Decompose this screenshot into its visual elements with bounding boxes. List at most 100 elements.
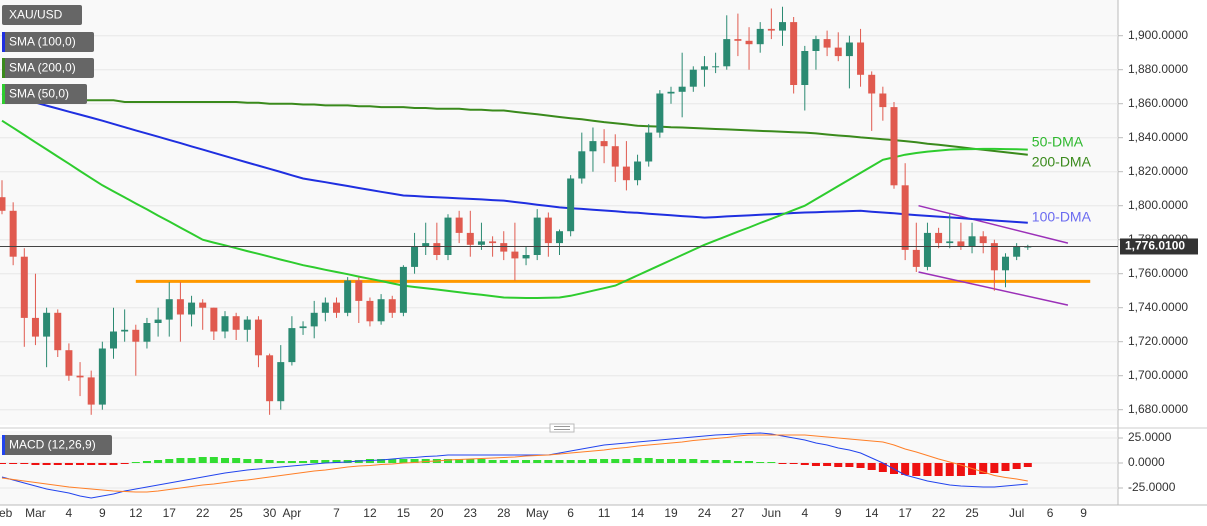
candle-body	[578, 151, 586, 179]
x-tick-label: 4	[801, 506, 808, 520]
x-tick-label: 28	[497, 506, 511, 520]
y-tick-label: 1,900.0000	[1128, 28, 1188, 42]
candle-body	[9, 210, 17, 257]
x-tick-label: 22	[196, 506, 210, 520]
legend-tag[interactable]	[2, 84, 87, 104]
y-tick-label: 25.0000	[1128, 430, 1172, 444]
macd-histogram-bar	[477, 459, 486, 463]
x-tick-label: 22	[932, 506, 946, 520]
candle-body	[890, 107, 898, 186]
candle-body	[321, 302, 329, 313]
macd-histogram-bar	[399, 459, 408, 463]
candle-body	[678, 86, 686, 92]
x-tick-label: Feb	[0, 506, 13, 520]
macd-histogram-bar	[20, 463, 29, 464]
signal-line	[1, 434, 1028, 493]
macd-histogram-bar	[711, 460, 720, 463]
macd-histogram-bar	[510, 460, 519, 463]
x-tick-label: Jun	[762, 506, 781, 520]
macd-histogram-bar	[444, 459, 452, 463]
candle-body	[221, 316, 229, 332]
candle-body	[1013, 246, 1021, 257]
candle-body	[522, 255, 530, 259]
candle-body	[556, 231, 563, 244]
macd-histogram-bar	[388, 459, 397, 463]
macd-histogram-bar	[343, 460, 352, 463]
macd-histogram-bar	[745, 461, 754, 463]
macd-histogram-bar	[187, 458, 196, 463]
candle-body	[868, 74, 876, 94]
macd-histogram-bar	[644, 458, 653, 463]
legend-tag[interactable]	[2, 435, 112, 455]
y-tick-label: 1,820.0000	[1128, 164, 1188, 178]
candle-body	[979, 236, 987, 244]
macd-histogram-bar	[722, 460, 731, 463]
x-tick-label: 23	[464, 506, 478, 520]
candle-body	[689, 69, 697, 87]
macd-histogram-bar	[945, 463, 954, 476]
candle-body	[767, 28, 775, 31]
candle-body	[511, 251, 519, 259]
macd-histogram-bar	[165, 459, 174, 463]
candle-body	[43, 312, 51, 337]
last-price-label: 1,776.0100	[1125, 239, 1185, 253]
trend-line	[918, 204, 1069, 244]
candle-body	[132, 329, 140, 342]
macd-histogram-bar	[845, 463, 854, 467]
macd-histogram-bar	[287, 461, 296, 463]
macd-histogram-bar	[867, 463, 876, 470]
macd-histogram-bar	[577, 460, 586, 463]
macd-histogram-bar	[31, 463, 40, 465]
macd-histogram-bar	[611, 459, 620, 463]
x-tick-label: 9	[1080, 506, 1087, 520]
candle-body	[477, 241, 485, 245]
macd-histogram-bar	[756, 462, 765, 463]
candle-body	[879, 93, 887, 108]
candle-body	[533, 217, 541, 255]
candle-body	[712, 66, 720, 68]
legend-tag[interactable]	[2, 32, 94, 52]
legend-tag[interactable]	[2, 5, 82, 25]
candle-body	[310, 312, 318, 327]
macd-histogram-bar	[522, 460, 531, 463]
macd-histogram-bar	[410, 459, 419, 463]
candle-body	[344, 280, 352, 313]
candle-body	[935, 232, 943, 244]
candle-body	[645, 132, 653, 162]
candle-body	[154, 319, 162, 323]
candle-body	[1024, 246, 1032, 248]
candle-body	[399, 266, 407, 313]
last-price-box	[1120, 238, 1198, 255]
candle-body	[845, 42, 853, 57]
macd-histogram-bar	[466, 459, 475, 463]
macd-histogram-bar	[622, 459, 631, 463]
macd-histogram-bar	[310, 460, 319, 463]
candle-body	[990, 243, 998, 271]
candle-body	[277, 362, 285, 402]
candle-body	[188, 302, 196, 315]
macd-histogram-bar	[0, 463, 6, 464]
candle-body	[567, 178, 575, 232]
macd-histogram-bar	[878, 463, 887, 472]
candle-body	[199, 302, 207, 308]
candle-body	[65, 350, 73, 376]
candle-body	[656, 93, 664, 133]
candle-body	[31, 317, 39, 337]
macd-histogram-bar	[232, 458, 241, 463]
legend-label: XAU/USD	[9, 8, 63, 22]
macd-histogram-bar	[633, 458, 642, 463]
legend-tag[interactable]	[2, 58, 94, 78]
candle-body	[489, 241, 497, 244]
macd-histogram-bar	[834, 463, 843, 467]
resize-handle[interactable]	[549, 423, 575, 433]
x-tick-label: 17	[898, 506, 912, 520]
candle-body	[210, 307, 218, 332]
x-tick-label: 4	[66, 506, 73, 520]
y-tick-label: 1,680.0000	[1128, 402, 1188, 416]
candle-body	[622, 166, 630, 181]
y-tick-label: 1,860.0000	[1128, 96, 1188, 110]
macd-histogram-bar	[789, 463, 798, 464]
macd-histogram-bar	[198, 457, 207, 463]
candle-body	[589, 141, 597, 152]
